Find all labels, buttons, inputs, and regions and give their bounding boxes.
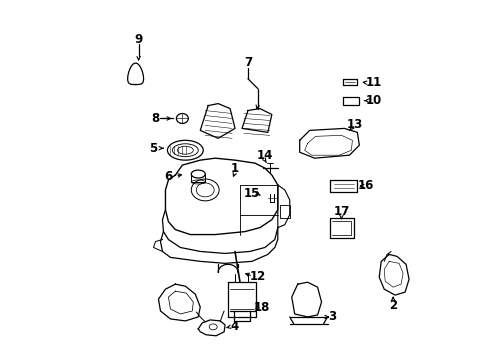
- Text: 9: 9: [134, 33, 142, 46]
- Text: 11: 11: [366, 76, 382, 89]
- Text: 1: 1: [230, 162, 239, 175]
- Text: 10: 10: [366, 94, 382, 107]
- Text: 17: 17: [333, 205, 349, 218]
- Text: 12: 12: [249, 270, 265, 283]
- Text: 2: 2: [388, 298, 396, 311]
- Text: 13: 13: [346, 118, 362, 131]
- Text: 6: 6: [164, 170, 172, 183]
- Text: 5: 5: [149, 142, 157, 155]
- Text: 18: 18: [253, 301, 269, 314]
- Text: 15: 15: [244, 188, 260, 201]
- Text: 16: 16: [357, 179, 374, 193]
- Text: 7: 7: [244, 57, 251, 69]
- Text: 3: 3: [328, 310, 336, 323]
- Text: 4: 4: [230, 320, 239, 333]
- Text: 14: 14: [256, 149, 272, 162]
- Text: 8: 8: [151, 112, 159, 125]
